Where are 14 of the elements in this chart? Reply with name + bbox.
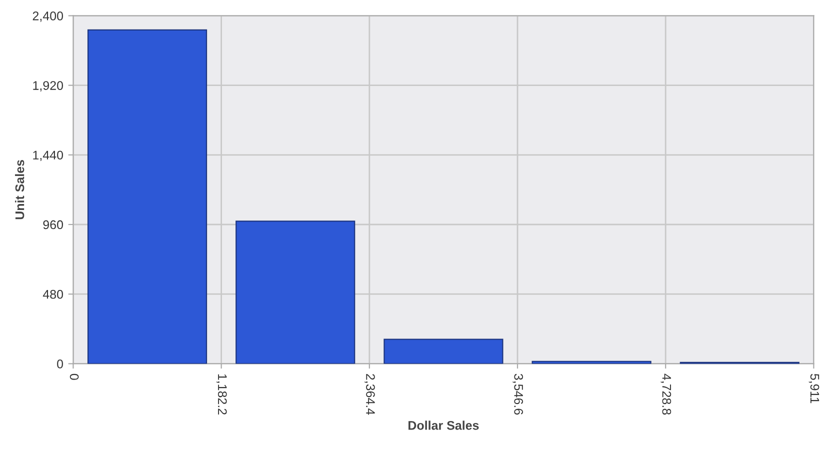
y-tick-label: 2,400 [32, 12, 64, 22]
y-tick-label: 1,920 [33, 81, 64, 92]
y-tick-label: 0 [57, 359, 64, 368]
x-tick-label: 0 [70, 374, 79, 380]
x-tick-label: 5,911 [808, 374, 820, 404]
x-tick-label: 1,182.2 [216, 374, 227, 414]
y-tick-label: 960 [43, 220, 64, 230]
x-axis-title: Dollar Sales [408, 420, 479, 430]
x-tick-label: 2,364.4 [364, 374, 375, 415]
x-tick-label: 3,546.6 [512, 374, 523, 415]
y-tick-label: 480 [42, 290, 64, 299]
y-tick-label: 1,440 [33, 150, 64, 162]
x-tick-label: 4,728.8 [660, 374, 672, 415]
y-axis-title: Unit Sales [15, 160, 24, 220]
